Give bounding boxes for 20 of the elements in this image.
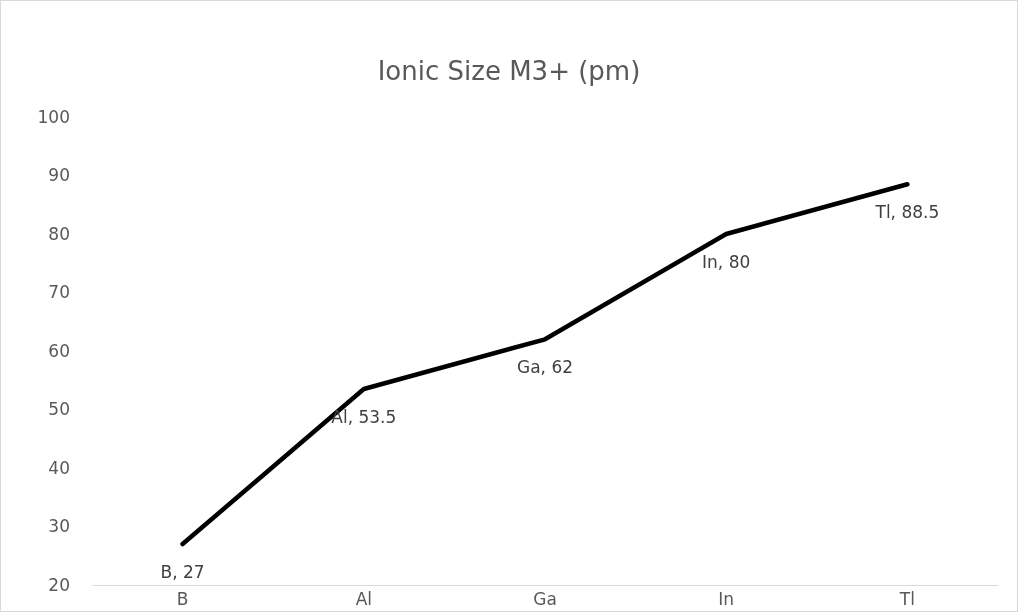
x-tick-label: In [718, 589, 735, 610]
x-tick-label: Tl [898, 589, 915, 610]
y-tick-label: 30 [48, 516, 70, 537]
y-tick-label: 80 [48, 223, 70, 244]
y-tick-label: 90 [48, 165, 70, 186]
x-tick-label: Al [355, 589, 372, 610]
y-tick-label: 40 [48, 457, 70, 478]
data-label: Ga, 62 [516, 357, 574, 378]
y-tick-label: 70 [48, 282, 70, 303]
y-tick-label: 100 [37, 106, 70, 127]
data-label: In, 80 [702, 252, 751, 272]
x-tick-label: B [176, 589, 189, 610]
y-tick-label: 20 [48, 574, 70, 595]
data-label: Al, 53.5 [331, 407, 397, 428]
y-tick-label: 60 [48, 340, 70, 361]
data-label: B, 27 [160, 562, 205, 583]
x-tick-label: Ga [533, 589, 557, 610]
chart-title: Ionic Size M3+ (pm) [377, 56, 641, 86]
y-tick-label: 50 [48, 399, 70, 420]
data-label: Tl, 88.5 [874, 202, 940, 223]
